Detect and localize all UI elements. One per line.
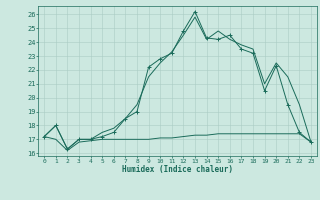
X-axis label: Humidex (Indice chaleur): Humidex (Indice chaleur) xyxy=(122,165,233,174)
